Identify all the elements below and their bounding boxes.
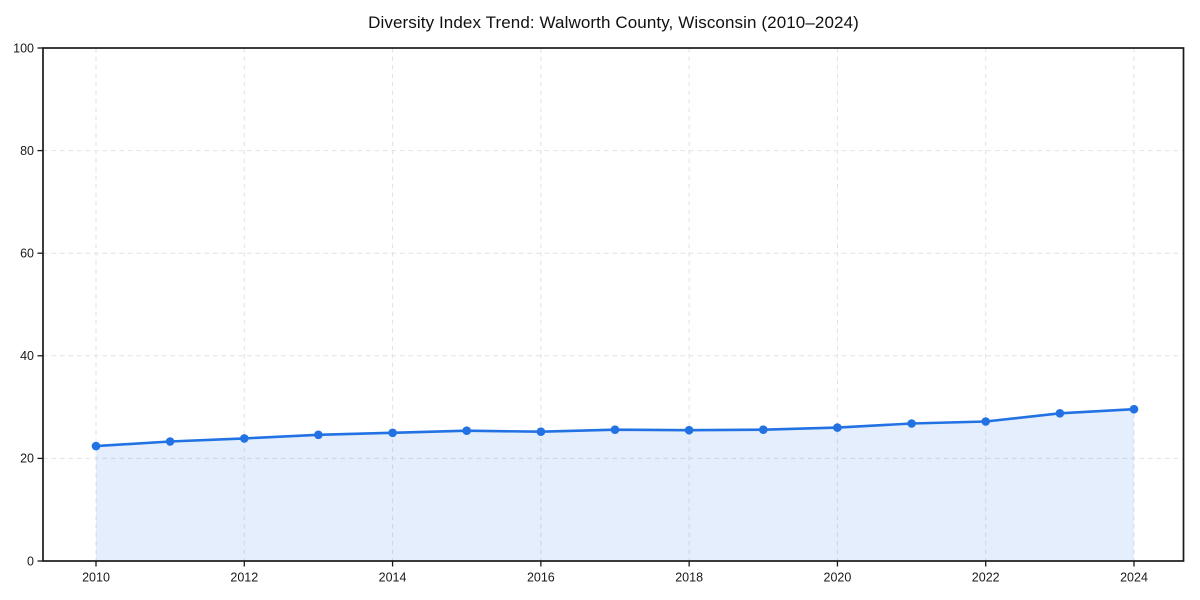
- data-point-2012: [240, 434, 249, 443]
- data-point-2017: [610, 425, 620, 435]
- area-fill: [96, 409, 1134, 561]
- x-tick-label: 2022: [972, 571, 1000, 585]
- x-tick-label: 2018: [675, 571, 703, 585]
- y-tick-label: 0: [27, 554, 34, 568]
- plot-border: [42, 47, 1185, 562]
- y-tick-label: 100: [13, 41, 34, 55]
- data-point-2010: [91, 441, 101, 451]
- data-point-2018: [684, 425, 694, 435]
- x-tick-label: 2012: [230, 571, 258, 585]
- x-tick-label: 2016: [527, 571, 555, 585]
- data-point-2014: [388, 428, 397, 438]
- data-point-2020: [833, 423, 842, 432]
- y-tick-label: 40: [20, 349, 34, 363]
- x-tick-label: 2020: [824, 571, 852, 585]
- data-point-2015: [462, 426, 472, 436]
- data-point-2023: [1055, 409, 1065, 418]
- y-tick-label: 60: [20, 247, 34, 261]
- x-tick-label: 2010: [82, 571, 110, 585]
- data-point-2021: [907, 419, 916, 428]
- x-tick-label: 2024: [1120, 571, 1148, 585]
- data-point-2022: [981, 417, 990, 426]
- data-point-2013: [314, 430, 323, 440]
- y-tick-label: 80: [20, 144, 34, 158]
- data-point-2024: [1129, 404, 1139, 414]
- x-tick-label: 2014: [379, 571, 407, 585]
- data-point-2019: [759, 425, 768, 435]
- chart-title: Diversity Index Trend: Walworth County, …: [368, 13, 859, 32]
- data-point-2011: [165, 437, 175, 446]
- y-tick-label: 20: [20, 452, 34, 466]
- data-point-2016: [536, 427, 546, 437]
